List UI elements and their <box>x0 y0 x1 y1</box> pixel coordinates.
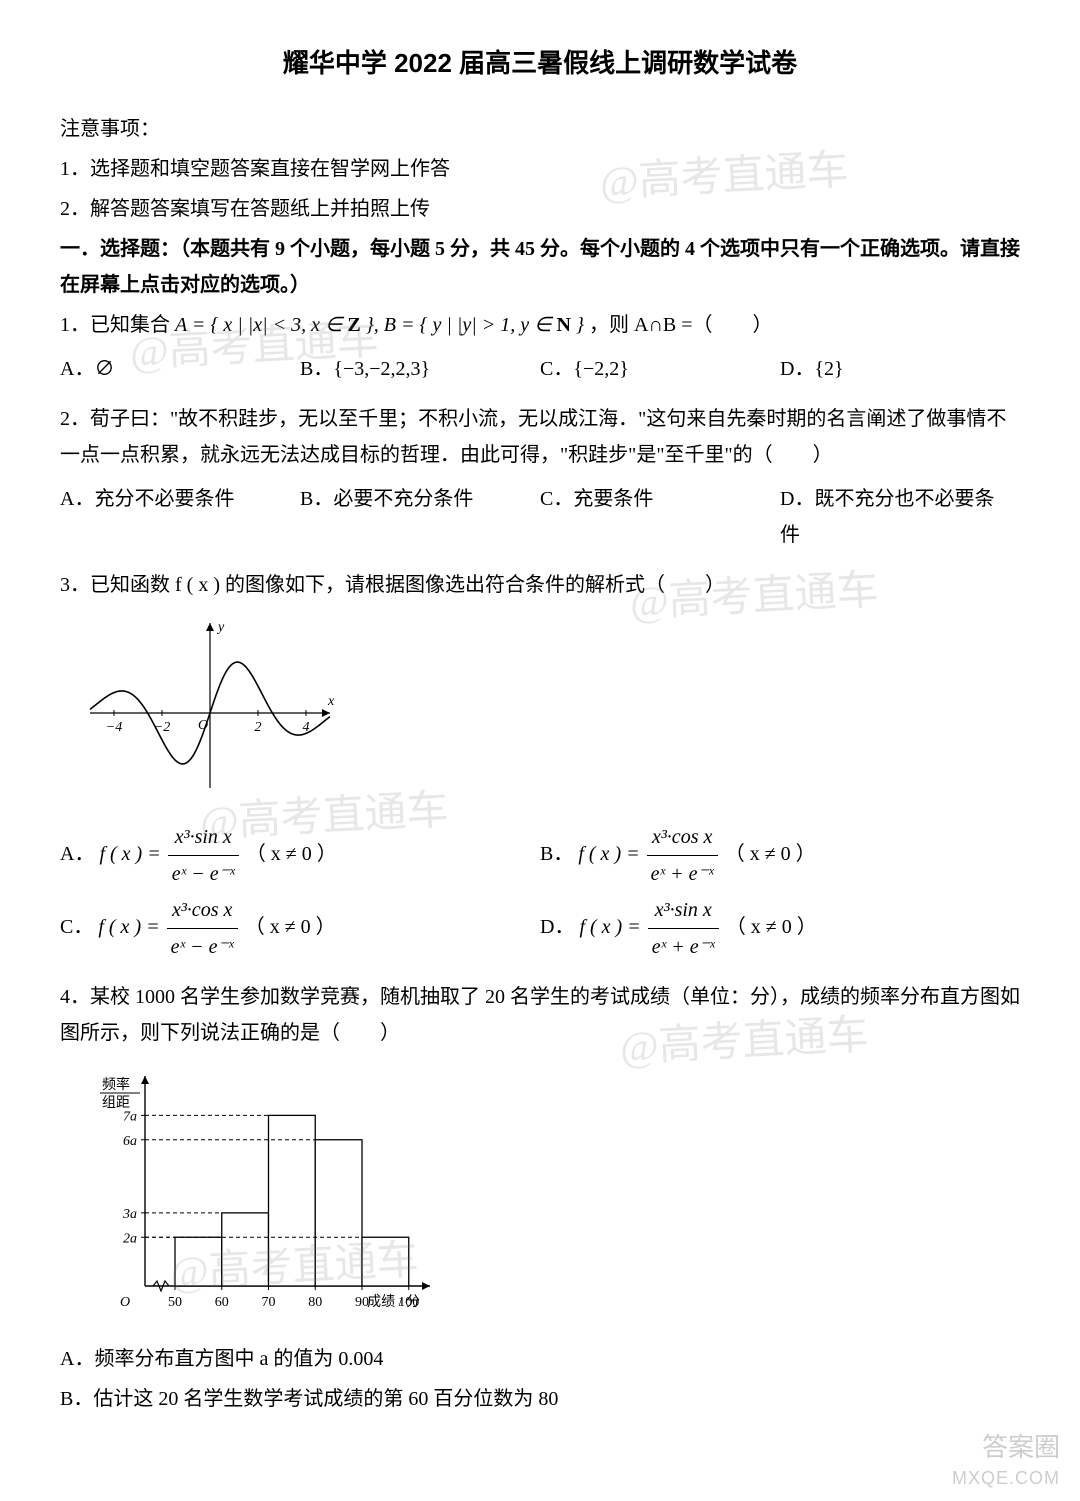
q2-options: A．充分不必要条件 B．必要不充分条件 C．充要条件 D．既不充分也不必要条件 <box>60 481 1020 553</box>
q3-opt-c[interactable]: C． f ( x ) = x³·cos x eˣ − e⁻ˣ （ x ≠ 0 ） <box>60 892 540 965</box>
q4-stem: 4．某校 1000 名学生参加数学竞赛，随机抽取了 20 名学生的考试成绩（单位… <box>60 979 1020 1051</box>
q3-b-den: eˣ + e⁻ˣ <box>647 856 718 892</box>
q2-opt-b[interactable]: B．必要不充分条件 <box>300 481 540 553</box>
q3-opt-b[interactable]: B． f ( x ) = x³·cos x eˣ + e⁻ˣ （ x ≠ 0 ） <box>540 819 1020 892</box>
svg-text:频率: 频率 <box>102 1076 130 1093</box>
q3-a-feq: f ( x ) = <box>99 843 165 865</box>
svg-text:−4: −4 <box>106 720 122 735</box>
q3-a-num: x³·sin x <box>168 819 239 856</box>
svg-text:6a: 6a <box>123 1134 137 1149</box>
q2-opt-a[interactable]: A．充分不必要条件 <box>60 481 300 553</box>
q3-c-den: eˣ − e⁻ˣ <box>167 929 238 965</box>
svg-text:2a: 2a <box>123 1231 137 1246</box>
q2-opt-c[interactable]: C．充要条件 <box>540 481 780 553</box>
q1-stem-b: ，则 A∩B =（ ） <box>589 314 773 336</box>
q3-d-den: eˣ + e⁻ˣ <box>648 929 719 965</box>
q3-c-num: x³·cos x <box>167 892 238 929</box>
q4-opt-b[interactable]: B．估计这 20 名学生数学考试成绩的第 60 百分位数为 80 <box>60 1381 1020 1417</box>
page-title: 耀华中学 2022 届高三暑假线上调研数学试卷 <box>60 40 1020 87</box>
q3-a-den: eˣ − e⁻ˣ <box>168 856 239 892</box>
q3-b-num: x³·cos x <box>647 819 718 856</box>
q3-d-frac: x³·sin x eˣ + e⁻ˣ <box>648 892 719 965</box>
q1-stem: 1．已知集合 A = { x | |x| < 3, x ∈ Z }, B = {… <box>60 307 1020 343</box>
q3-stem-text: 3．已知函数 f ( x ) 的图像如下，请根据图像选出符合条件的解析式（ ） <box>60 574 725 596</box>
svg-text:O: O <box>120 1295 130 1310</box>
q3-a-frac: x³·sin x eˣ − e⁻ˣ <box>168 819 239 892</box>
q3-b-prefix: B． <box>540 843 573 865</box>
q1-stem-a: 1．已知集合 <box>60 314 175 336</box>
svg-text:y: y <box>216 620 225 635</box>
q2-stem: 2．荀子曰："故不积跬步，无以至千里；不积小流，无以成江海．"这句来自先秦时期的… <box>60 401 1020 473</box>
q4-opt-a[interactable]: A．频率分布直方图中 a 的值为 0.004 <box>60 1341 1020 1377</box>
section-1-text: 一．选择题：（本题共有 9 个小题，每小题 5 分，共 45 分。每个小题的 4… <box>60 238 1020 296</box>
q3-graph-svg: −4−224Oxy <box>80 613 340 803</box>
q1-set-expr: A = { x | |x| < 3, x ∈ Z }, B = { y | |y… <box>175 314 584 336</box>
q2-opt-d[interactable]: D．既不充分也不必要条件 <box>780 481 1020 553</box>
svg-text:3a: 3a <box>122 1207 137 1222</box>
q3-b-frac: x³·cos x eˣ + e⁻ˣ <box>647 819 718 892</box>
svg-text:7a: 7a <box>123 1109 137 1124</box>
svg-text:50: 50 <box>168 1295 182 1310</box>
q3-stem: 3．已知函数 f ( x ) 的图像如下，请根据图像选出符合条件的解析式（ ） <box>60 567 1020 603</box>
q3-b-feq: f ( x ) = <box>578 843 644 865</box>
q3-d-num: x³·sin x <box>648 892 719 929</box>
q3-c-cond: （ x ≠ 0 ） <box>245 916 336 938</box>
q3-opt-a[interactable]: A． f ( x ) = x³·sin x eˣ − e⁻ˣ （ x ≠ 0 ） <box>60 819 540 892</box>
q4-histogram: 频率组距2a3a6a7a5060708090100O成绩 / 分 <box>80 1061 1020 1321</box>
q3-opt-d[interactable]: D． f ( x ) = x³·sin x eˣ + e⁻ˣ （ x ≠ 0 ） <box>540 892 1020 965</box>
svg-text:x: x <box>327 694 335 709</box>
q1-opt-c[interactable]: C．{−2,2} <box>540 351 780 387</box>
corner-watermark-2: MXQE.COM <box>952 1462 1060 1494</box>
q3-b-cond: （ x ≠ 0 ） <box>725 843 816 865</box>
svg-text:80: 80 <box>308 1295 322 1310</box>
q3-c-frac: x³·cos x eˣ − e⁻ˣ <box>167 892 238 965</box>
q3-d-feq: f ( x ) = <box>579 916 645 938</box>
svg-text:70: 70 <box>262 1295 276 1310</box>
q3-a-cond: （ x ≠ 0 ） <box>246 843 337 865</box>
notice-2: 2．解答题答案填写在答题纸上并拍照上传 <box>60 191 1020 227</box>
section-1-head: 一．选择题：（本题共有 9 个小题，每小题 5 分，共 45 分。每个小题的 4… <box>60 231 1020 303</box>
notice-head: 注意事项： <box>60 111 1020 147</box>
q3-c-feq: f ( x ) = <box>98 916 164 938</box>
q3-options: A． f ( x ) = x³·sin x eˣ − e⁻ˣ （ x ≠ 0 ）… <box>60 819 1020 965</box>
q1-opt-b[interactable]: B．{−3,−2,2,3} <box>300 351 540 387</box>
q1-opt-a[interactable]: A．∅ <box>60 351 300 387</box>
q4-histogram-svg: 频率组距2a3a6a7a5060708090100O成绩 / 分 <box>80 1061 440 1321</box>
q3-a-prefix: A． <box>60 843 94 865</box>
q3-d-cond: （ x ≠ 0 ） <box>726 916 817 938</box>
q1-options: A．∅ B．{−3,−2,2,3} C．{−2,2} D．{2} <box>60 351 1020 387</box>
q3-c-prefix: C． <box>60 916 93 938</box>
q3-graph: −4−224Oxy <box>80 613 1020 803</box>
svg-text:60: 60 <box>215 1295 229 1310</box>
notice-1: 1．选择题和填空题答案直接在智学网上作答 <box>60 151 1020 187</box>
q1-opt-d[interactable]: D．{2} <box>780 351 1020 387</box>
q3-d-prefix: D． <box>540 916 574 938</box>
svg-text:2: 2 <box>255 720 262 735</box>
svg-text:成绩 / 分: 成绩 / 分 <box>367 1294 420 1310</box>
